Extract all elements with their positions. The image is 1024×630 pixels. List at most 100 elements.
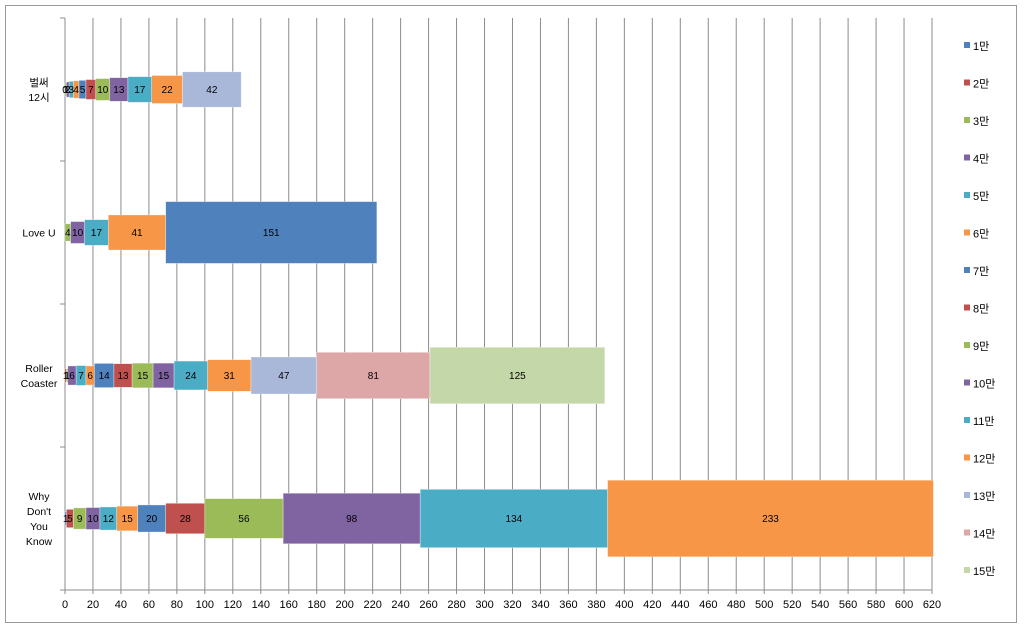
category-label: 벌써 12시 — [28, 77, 49, 104]
data-label: 1 — [64, 371, 70, 382]
x-tick-label: 540 — [811, 599, 829, 611]
data-label: 10 — [97, 85, 109, 96]
data-label: 1 — [63, 85, 69, 96]
data-label: 24 — [185, 371, 197, 382]
x-tick-label: 200 — [335, 599, 353, 611]
data-label: 10 — [87, 514, 99, 525]
legend-swatch — [964, 192, 970, 198]
x-tick-label: 140 — [252, 599, 270, 611]
data-label: 10 — [72, 228, 84, 239]
data-label: 15 — [137, 371, 149, 382]
x-tick-label: 40 — [115, 599, 127, 611]
data-label: 41 — [131, 228, 143, 239]
x-tick-label: 620 — [923, 599, 941, 611]
data-label: 81 — [368, 371, 380, 382]
legend-swatch — [964, 342, 970, 348]
bar-segment — [419, 489, 608, 548]
x-tick-label: 20 — [87, 599, 99, 611]
legend-label: 6만 — [973, 228, 989, 241]
bar-segment — [429, 346, 606, 405]
legend-swatch — [964, 79, 970, 86]
legend-label: 7만 — [973, 265, 989, 278]
legend-swatch — [964, 42, 970, 48]
x-tick-label: 320 — [503, 599, 521, 611]
x-tick-label: 0 — [62, 599, 68, 611]
x-tick-label: 260 — [419, 599, 437, 611]
data-label: 15 — [122, 514, 134, 525]
legend-label: 14만 — [973, 528, 995, 541]
bar-segment — [282, 492, 421, 545]
legend-label: 10만 — [973, 378, 995, 391]
data-label: 4 — [65, 228, 71, 239]
legend-label: 15만 — [973, 565, 995, 578]
data-label: 0 — [62, 85, 68, 96]
bar-segment — [250, 356, 318, 395]
x-tick-label: 100 — [196, 599, 214, 611]
legend-label: 8만 — [973, 303, 989, 316]
category-labels: Why Don't You Know Roller Coaster Love U 벌써 12시 — [21, 77, 58, 548]
data-label: 4 — [73, 85, 79, 96]
x-tick-label: 360 — [559, 599, 577, 611]
data-label: 12 — [103, 514, 115, 525]
x-tick-label: 480 — [727, 599, 745, 611]
legend-label: 13만 — [973, 490, 995, 503]
x-tick-label: 60 — [143, 599, 155, 611]
data-label: 233 — [762, 514, 779, 525]
x-tick-label: 80 — [171, 599, 183, 611]
axes: 0 20 40 60 80 100 120 140 160 180 200 220 240 260 280 3… — [60, 17, 941, 611]
legend-swatch — [964, 567, 970, 573]
bar-segment — [316, 351, 431, 400]
legend-label: 12만 — [973, 453, 995, 466]
x-tick-label: 120 — [224, 599, 242, 611]
legend-label: 3만 — [973, 115, 989, 128]
data-label: 31 — [224, 371, 236, 382]
data-label: 2 — [65, 85, 71, 96]
data-label: 56 — [238, 514, 250, 525]
legend-label: 2만 — [973, 78, 989, 91]
x-tick-label: 280 — [447, 599, 465, 611]
legend-swatch — [964, 492, 970, 498]
data-label: 47 — [278, 371, 290, 382]
data-label: 15 — [158, 371, 170, 382]
data-label: 13 — [117, 371, 129, 382]
legend-swatch — [964, 154, 970, 161]
bar-segment — [165, 201, 378, 264]
legend-swatch — [964, 117, 970, 123]
legend-label: 4만 — [973, 153, 989, 166]
bars — [64, 71, 934, 558]
data-label: 151 — [263, 228, 280, 239]
data-label: 5 — [67, 514, 73, 525]
x-tick-label: 420 — [643, 599, 661, 611]
category-label: Why Don't You Know — [26, 491, 53, 548]
x-tick-label: 580 — [867, 599, 885, 611]
data-label: 14 — [99, 371, 111, 382]
bar-segment — [182, 71, 242, 108]
data-label: 1 — [63, 371, 69, 382]
legend: 1만 2만 3만 4만 5만 6만 7만 8만 9만 10만 11만 12만 13만 14만 15만 — [964, 40, 995, 578]
x-tick-label: 300 — [475, 599, 493, 611]
data-label: 28 — [180, 514, 192, 525]
data-label: 22 — [162, 85, 174, 96]
x-tick-label: 440 — [671, 599, 689, 611]
x-tick-label: 380 — [587, 599, 605, 611]
data-label: 3 — [69, 85, 75, 96]
legend-swatch — [964, 454, 970, 461]
x-tick-label: 560 — [839, 599, 857, 611]
legend-label: 5만 — [973, 190, 989, 203]
x-tick-label: 240 — [391, 599, 409, 611]
data-label: 17 — [134, 85, 146, 96]
data-label: 6 — [87, 371, 93, 382]
legend-swatch — [964, 529, 970, 536]
x-tick-label: 160 — [280, 599, 298, 611]
bar-segment — [151, 75, 183, 104]
data-label: 1 — [63, 514, 69, 525]
x-tick-label: 340 — [531, 599, 549, 611]
data-label: 98 — [346, 514, 358, 525]
x-tick-label: 400 — [615, 599, 633, 611]
data-label: 17 — [91, 228, 103, 239]
legend-label: 1만 — [973, 40, 989, 53]
x-tick-label: 460 — [699, 599, 717, 611]
x-tick-label: 500 — [755, 599, 773, 611]
